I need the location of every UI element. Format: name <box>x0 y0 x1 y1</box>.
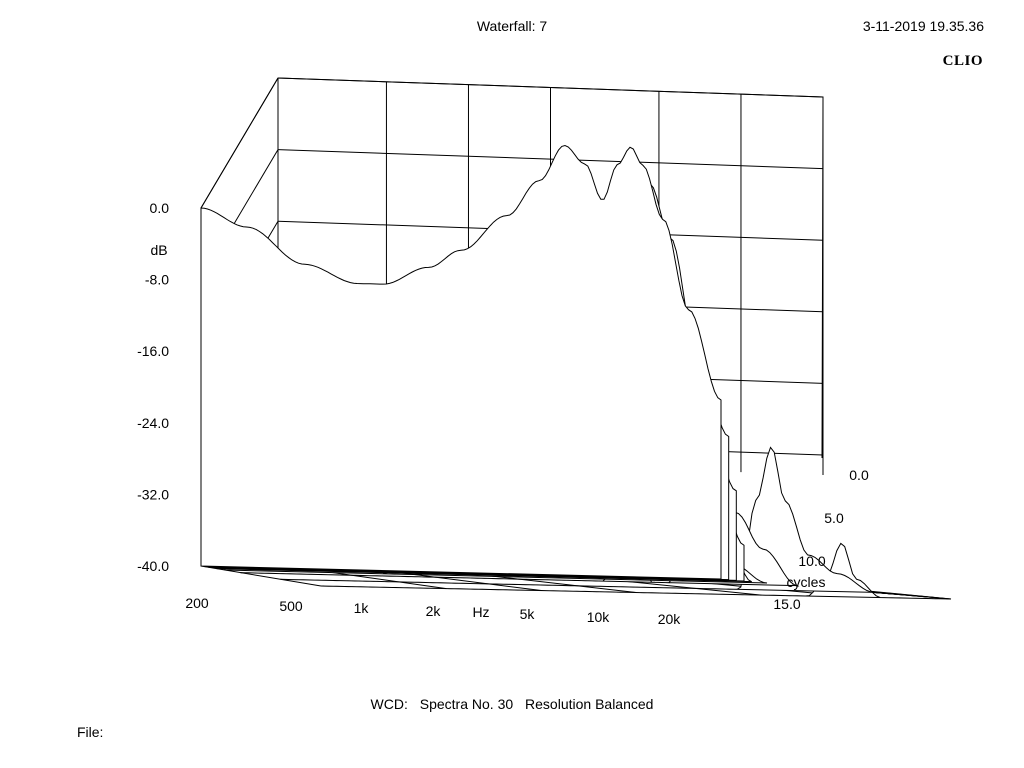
wcd-label: WCD: <box>370 696 408 712</box>
y-axis-label: dB <box>150 242 167 258</box>
axes-frame <box>200 77 824 566</box>
y-tick-label: -40.0 <box>137 558 169 574</box>
x-tick-label: 2k <box>426 603 442 619</box>
x-tick-label: 20k <box>658 611 682 627</box>
z-tick-label: 0.0 <box>849 467 869 483</box>
footer-info: WCD: Spectra No. 30 Resolution Balanced <box>0 696 1024 712</box>
y-tick-label: -16.0 <box>137 343 169 359</box>
brand-logo: CLIO <box>942 53 983 69</box>
floor-freq-line <box>382 570 542 592</box>
y-tick-label: -8.0 <box>145 272 169 288</box>
x-tick-label: 10k <box>587 609 611 625</box>
x-tick-labels: 200 500 1k 2k 5k 10k 20k <box>185 595 681 627</box>
resolution-label: Resolution Balanced <box>525 696 654 712</box>
x-axis-label: Hz <box>472 604 489 620</box>
z-tick-label: 10.0 <box>798 553 825 569</box>
waterfall-slice <box>200 144 722 580</box>
chart-title: Waterfall: 7 <box>476 18 548 34</box>
z-tick-label: 15.0 <box>773 596 800 612</box>
waterfall-curves <box>200 144 952 600</box>
x-tick-label: 200 <box>185 595 209 611</box>
y-tick-label: -24.0 <box>137 415 169 431</box>
y-tick-labels: 0.0 -8.0 -16.0 -24.0 -32.0 -40.0 <box>137 200 169 574</box>
z-tick-label: 5.0 <box>824 510 844 526</box>
z-tick-labels: 0.0 5.0 10.0 15.0 <box>773 467 869 612</box>
waterfall-slice <box>280 446 876 593</box>
x-tick-label: 500 <box>279 598 303 614</box>
z-axis-label: cycles <box>787 574 826 590</box>
waterfall-slice <box>320 542 952 600</box>
timestamp: 3-11-2019 19.35.36 <box>862 18 984 34</box>
x-tick-label: 5k <box>520 606 536 622</box>
file-label: File: <box>77 724 104 740</box>
y-tick-label: -32.0 <box>137 486 169 502</box>
floor-freq-line <box>200 565 322 587</box>
spectra-count: Spectra No. 30 <box>419 696 514 712</box>
y-tick-label: 0.0 <box>150 200 170 216</box>
x-tick-label: 1k <box>354 600 370 616</box>
